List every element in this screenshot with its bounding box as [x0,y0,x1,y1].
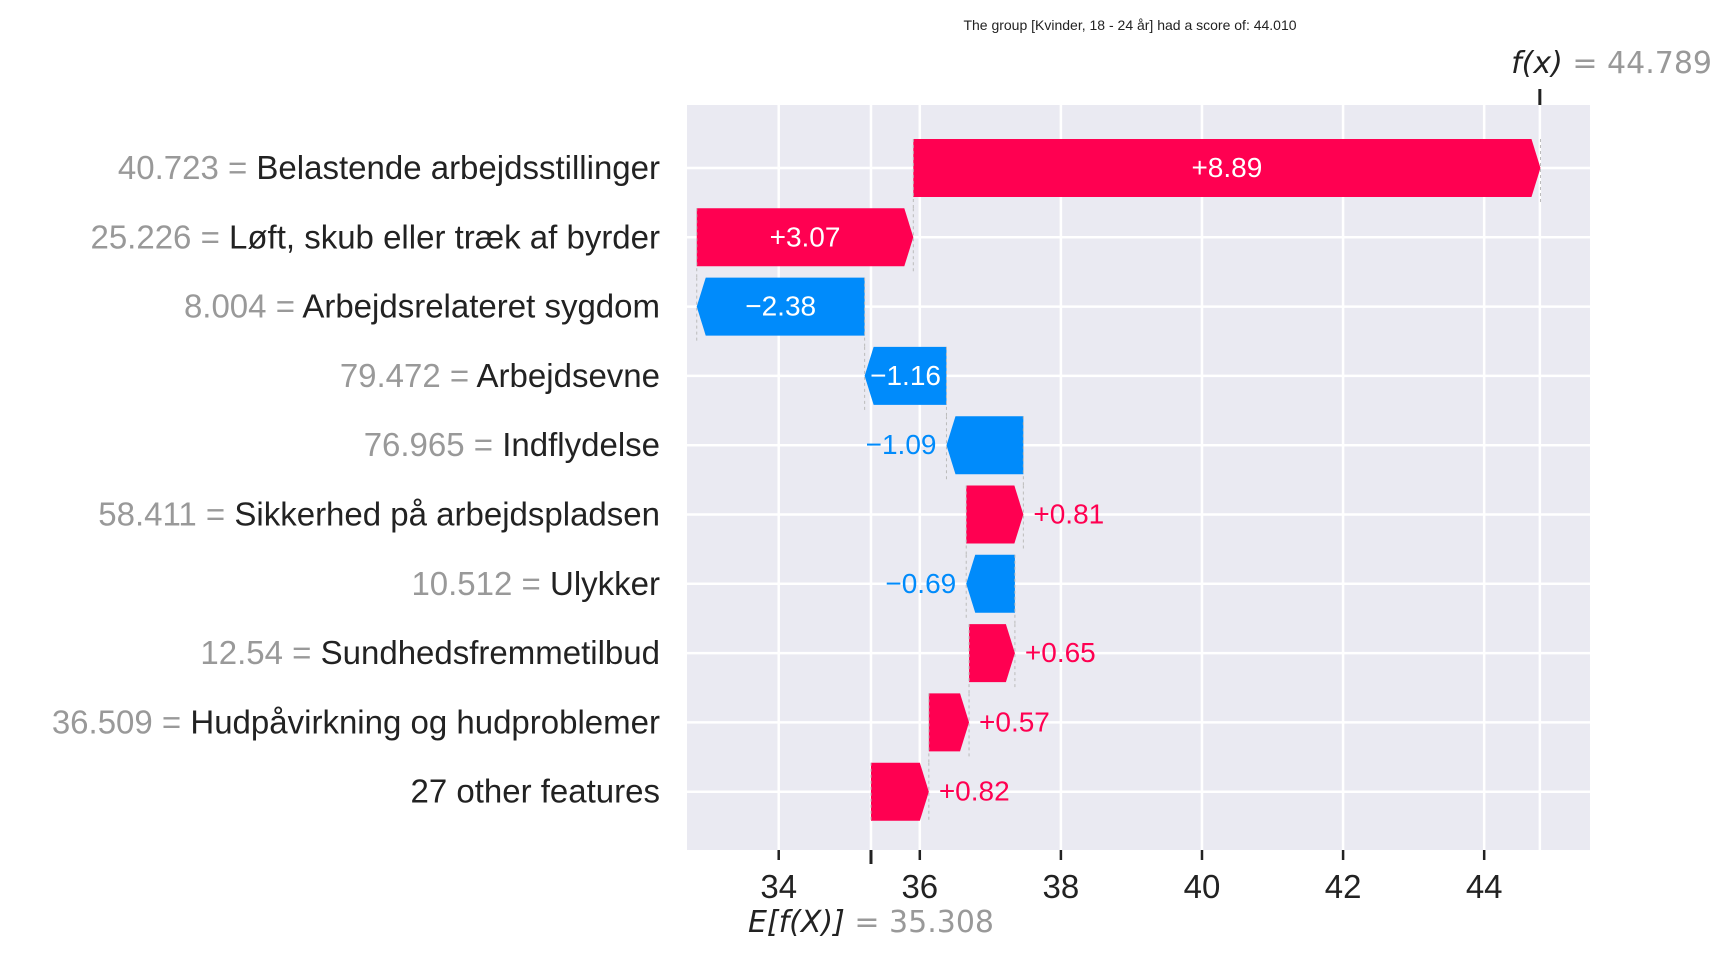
feature-value: 25.226 [90,218,191,255]
bar-positive [928,693,970,752]
contribution-label: +3.07 [770,221,841,252]
feature-name: 27 other features [411,773,661,810]
bar-positive [870,762,929,821]
feature-label: 58.411 = Sikkerhed på arbejdspladsen [98,496,660,533]
labels: +8.89 40.723 = Belastende arbejdsstilling… [52,149,1262,810]
bar-negative [696,277,865,336]
bars [696,139,1541,821]
feature-label: 76.965 = Indflydelse [364,426,660,463]
feature-label: 27 other features [411,773,661,810]
base-value-label: E[f(X)] = 35.308 [748,905,994,940]
x-tick-label: 36 [901,868,938,905]
bar-positive [696,208,914,267]
feature-value: 40.723 [118,149,219,186]
feature-name: Belastende arbejdsstillinger [256,149,660,186]
feature-name: Sikkerhed på arbejdspladsen [234,496,660,533]
contribution-label: +0.81 [1033,499,1104,530]
feature-label: 36.509 = Hudpåvirkning og hudproblemer [52,703,660,740]
feature-name: Ulykker [550,565,660,602]
bar-negative [966,554,1015,613]
feature-name: Hudpåvirkning og hudproblemer [190,703,660,740]
contribution-label: −2.38 [745,291,816,322]
feature-name: Løft, skub eller træk af byrder [229,218,660,255]
contribution-label: −1.16 [870,360,941,391]
base-value-prefix: E[f(X)] [748,905,845,940]
x-tick-label: 38 [1043,868,1080,905]
final-value-label: f(x) = 44.789 [1511,46,1712,81]
contribution-label: −1.09 [866,429,937,460]
feature-label: 12.54 = Sundhedsfremmetilbud [200,634,660,671]
final-value-prefix: f(x) [1511,46,1563,81]
bar-positive [913,139,1541,197]
feature-name: Sundhedsfremmetilbud [321,634,660,671]
x-axis: 34 36 38 40 42 44 E[f(X)] = 35.308 f(x) = 44.78… [748,46,1712,940]
bar-positive [969,624,1015,683]
contribution-label: +8.89 [1191,152,1262,183]
x-tick-label: 44 [1466,868,1503,905]
feature-label: 10.512 = Ulykker [411,565,660,602]
feature-name: Indflydelse [502,426,660,463]
feature-label: 8.004 = Arbejdsrelateret sygdom [184,288,660,325]
contribution-label: −0.69 [885,568,956,599]
bar-positive [966,485,1024,544]
chart-title: The group [Kvinder, 18 - 24 år] had a sc… [963,17,1296,33]
contribution-label: +0.65 [1025,637,1096,668]
contribution-label: +0.57 [979,706,1050,737]
feature-name: Arbejdsevne [477,357,660,394]
base-value-number: = 35.308 [854,905,994,940]
feature-label: 79.472 = Arbejdsevne [340,357,660,394]
feature-value: 36.509 [52,703,153,740]
feature-value: 12.54 [200,634,283,671]
bar-negative [864,346,947,405]
feature-value: 58.411 [98,496,196,533]
x-tick-label: 42 [1325,868,1362,905]
feature-value: 79.472 [340,357,441,394]
feature-value: 10.512 [411,565,512,602]
contribution-label: +0.82 [939,776,1010,807]
x-tick-label: 40 [1184,868,1221,905]
feature-label: 25.226 = Løft, skub eller træk af byrder [90,218,660,255]
x-tick-label: 34 [760,868,797,905]
bar-negative [946,416,1024,475]
feature-value: 8.004 [184,288,267,325]
feature-value: 76.965 [364,426,465,463]
feature-name: Arbejdsrelateret sygdom [302,288,660,325]
final-value-number: = 44.789 [1572,46,1712,81]
feature-label: 40.723 = Belastende arbejdsstillinger [118,149,660,186]
